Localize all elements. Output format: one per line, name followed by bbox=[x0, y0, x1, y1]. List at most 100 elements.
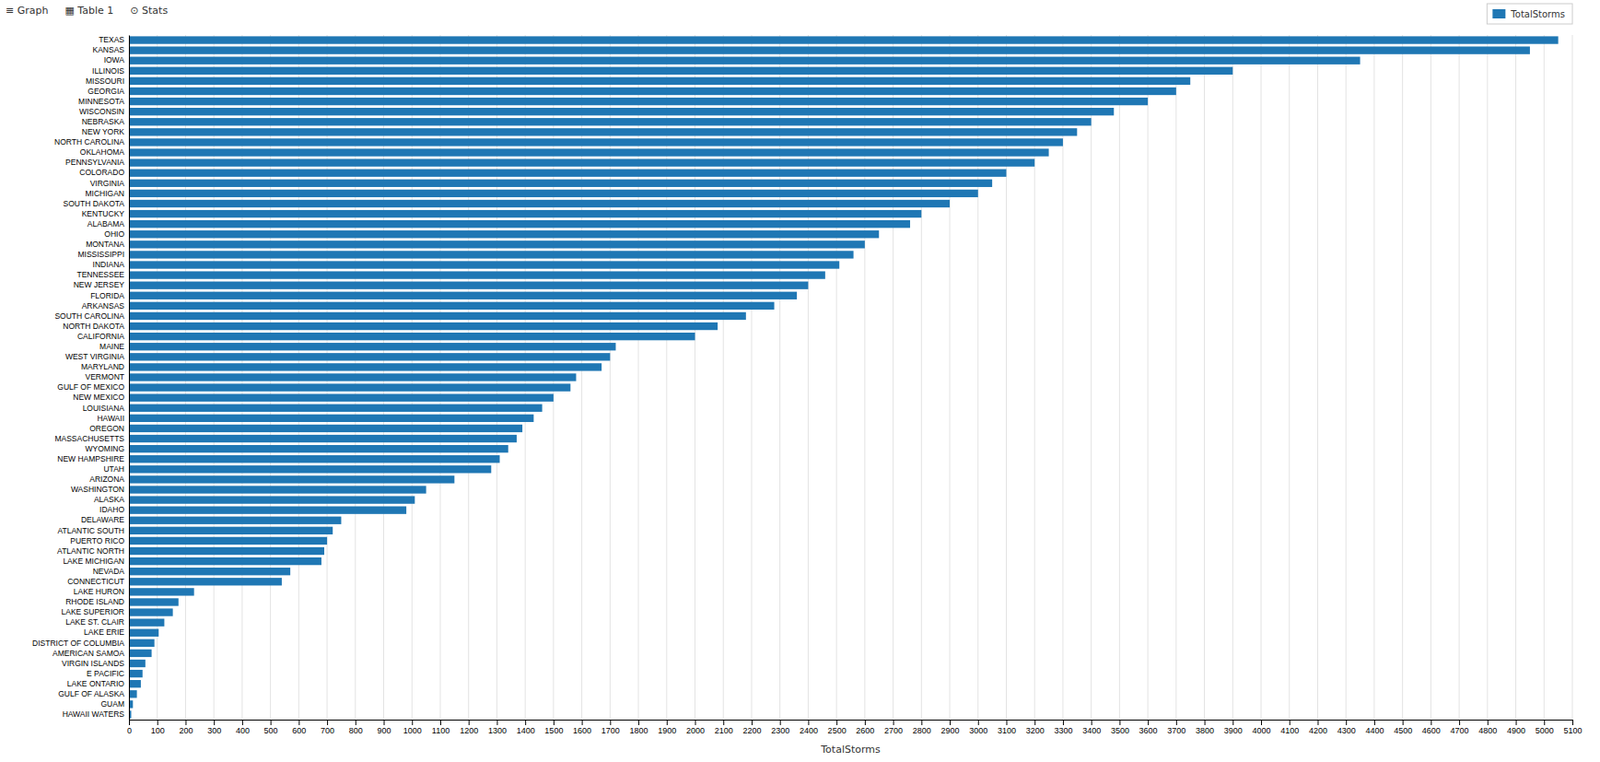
y-tick: NEW MEXICO bbox=[72, 392, 125, 402]
y-tick-label: MASSACHUSETTS bbox=[54, 433, 125, 444]
y-tick-label: UTAH bbox=[103, 464, 125, 474]
grid-line bbox=[1175, 35, 1177, 720]
bar bbox=[128, 485, 427, 493]
x-tick: 100 bbox=[151, 719, 165, 736]
x-tick: 1000 bbox=[403, 719, 422, 736]
x-tick-label: 4400 bbox=[1365, 725, 1384, 736]
y-tick: AMERICAN SAMOA bbox=[52, 648, 125, 658]
x-tick-label: 3000 bbox=[969, 725, 988, 736]
bar bbox=[128, 618, 164, 626]
x-tick-label: 5100 bbox=[1563, 725, 1582, 736]
y-tick: UTAH bbox=[103, 464, 125, 474]
bar bbox=[128, 302, 775, 310]
y-tick-label: KENTUCKY bbox=[81, 209, 126, 219]
x-tick-mark bbox=[1091, 719, 1093, 725]
x-tick-mark bbox=[1402, 719, 1404, 725]
bar bbox=[128, 434, 517, 443]
y-tick: GULF OF MEXICO bbox=[57, 382, 125, 392]
y-tick-label: HAWAII bbox=[96, 413, 125, 423]
x-tick: 3900 bbox=[1224, 719, 1243, 736]
x-tick: 4300 bbox=[1337, 719, 1356, 736]
y-tick-label: ILLINOIS bbox=[92, 66, 125, 76]
x-tick: 1700 bbox=[601, 719, 620, 736]
grid-line bbox=[1345, 35, 1347, 720]
annotation: ⊙ Stats bbox=[129, 4, 168, 17]
x-axis-title: TotalStorms bbox=[819, 743, 881, 756]
x-tick: 2800 bbox=[912, 719, 932, 736]
x-tick-mark bbox=[836, 719, 838, 725]
y-tick: ATLANTIC SOUTH bbox=[57, 525, 125, 536]
y-tick-label: WYOMING bbox=[85, 443, 126, 454]
x-tick-label: 2900 bbox=[941, 725, 960, 736]
y-tick: ILLINOIS bbox=[92, 66, 125, 76]
x-tick-mark bbox=[807, 719, 809, 725]
bar bbox=[128, 87, 1177, 95]
y-tick: ARIZONA bbox=[89, 474, 125, 484]
x-tick-mark bbox=[1147, 719, 1149, 725]
y-tick: FLORIDA bbox=[90, 291, 125, 301]
grid-line bbox=[1147, 35, 1149, 720]
x-tick: 4100 bbox=[1280, 719, 1299, 736]
bar bbox=[128, 210, 922, 218]
y-tick-label: KANSAS bbox=[93, 45, 126, 55]
x-tick-mark bbox=[1374, 719, 1376, 725]
grid-line bbox=[638, 35, 640, 720]
y-tick-label: OKLAHOMA bbox=[80, 147, 126, 157]
grid-line bbox=[1090, 35, 1092, 720]
y-tick-label: NEW YORK bbox=[81, 127, 125, 137]
y-tick: NORTH DAKOTA bbox=[62, 321, 125, 331]
y-tick: ATLANTIC NORTH bbox=[57, 546, 125, 556]
x-tick-mark bbox=[582, 719, 584, 725]
x-tick-mark bbox=[723, 719, 725, 725]
x-tick: 1300 bbox=[488, 719, 507, 736]
y-tick-label: ALASKA bbox=[93, 494, 125, 504]
y-tick-label: WASHINGTON bbox=[70, 484, 125, 494]
bar bbox=[128, 495, 415, 503]
y-tick: MISSOURI bbox=[85, 76, 125, 86]
y-tick-label: RHODE ISLAND bbox=[65, 596, 125, 607]
x-tick-mark bbox=[1232, 719, 1234, 725]
x-tick-mark bbox=[270, 719, 272, 725]
x-tick: 3000 bbox=[969, 719, 988, 736]
y-tick: TEXAS bbox=[98, 35, 125, 45]
x-tick-mark bbox=[1289, 719, 1291, 725]
y-tick: KANSAS bbox=[93, 45, 126, 55]
y-tick-label: WISCONSIN bbox=[79, 106, 125, 117]
x-tick: 2500 bbox=[828, 719, 847, 736]
x-tick-label: 3400 bbox=[1082, 725, 1101, 736]
x-tick-mark bbox=[695, 719, 697, 725]
y-tick: LAKE SUPERIOR bbox=[61, 607, 126, 617]
x-tick-mark bbox=[468, 719, 470, 725]
grid-line bbox=[921, 35, 923, 720]
y-tick-label: VIRGIN ISLANDS bbox=[61, 658, 125, 668]
grid-line bbox=[1005, 35, 1007, 720]
y-tick: ARKANSAS bbox=[81, 301, 126, 311]
x-tick: 2400 bbox=[799, 719, 818, 736]
bar bbox=[128, 362, 602, 371]
x-tick-label: 500 bbox=[264, 725, 279, 736]
grid-line bbox=[723, 35, 725, 720]
y-tick: TENNESSEE bbox=[77, 269, 126, 280]
y-tick-label: LAKE HURON bbox=[73, 586, 125, 596]
x-tick-label: 5000 bbox=[1535, 725, 1554, 736]
bar bbox=[128, 394, 554, 402]
y-tick-label: DISTRICT OF COLUMBIA bbox=[32, 638, 125, 648]
x-tick: 3500 bbox=[1110, 719, 1130, 736]
annotations: ≡ Graph▦ Table 1⊙ Stats bbox=[5, 4, 168, 17]
legend-frame bbox=[1486, 3, 1573, 24]
bar bbox=[128, 444, 509, 453]
bar bbox=[128, 107, 1114, 116]
x-tick-label: 2800 bbox=[912, 725, 932, 736]
bar bbox=[128, 169, 1006, 177]
x-tick-mark bbox=[496, 719, 498, 725]
x-tick: 5000 bbox=[1535, 719, 1554, 736]
grid-line bbox=[1062, 35, 1063, 720]
bar bbox=[128, 679, 141, 688]
y-tick: DISTRICT OF COLUMBIA bbox=[32, 638, 125, 648]
bar bbox=[128, 46, 1530, 54]
x-tick-label: 3900 bbox=[1224, 725, 1243, 736]
bar bbox=[128, 587, 195, 596]
grid-line bbox=[1373, 35, 1375, 720]
x-tick-label: 3800 bbox=[1195, 725, 1215, 736]
y-tick: RHODE ISLAND bbox=[65, 596, 125, 607]
